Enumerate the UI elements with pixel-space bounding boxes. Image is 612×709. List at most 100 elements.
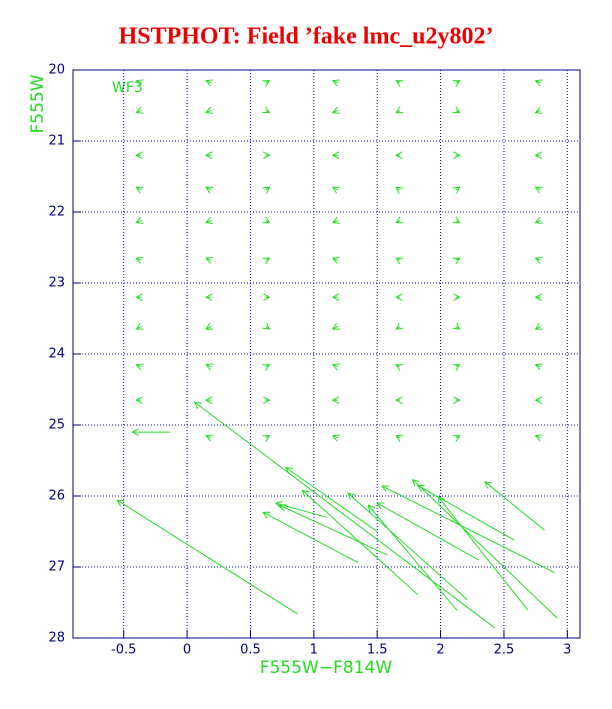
arrow: [395, 435, 404, 442]
arrow: [381, 485, 555, 574]
arrow: [331, 79, 340, 87]
x-tick-label: 3: [563, 643, 571, 658]
arrow: [534, 322, 543, 330]
x-tick-label: 2.5: [494, 643, 515, 658]
arrow: [331, 106, 340, 114]
x-tick-label: -0.5: [111, 643, 136, 658]
arrow: [534, 186, 543, 194]
arrow: [205, 363, 214, 371]
arrow: [452, 435, 461, 442]
y-tick-label: 21: [48, 134, 65, 149]
arrow: [263, 293, 271, 301]
arrow: [135, 79, 144, 87]
arrow: [205, 293, 213, 301]
arrow: [452, 186, 461, 194]
arrow: [395, 322, 404, 330]
arrow: [262, 186, 271, 194]
arrow: [205, 151, 213, 159]
arrow: [452, 106, 461, 114]
arrow: [453, 396, 461, 404]
y-tick-label: 24: [48, 347, 65, 362]
arrow: [205, 322, 214, 330]
arrow: [205, 216, 214, 224]
arrow: [416, 484, 515, 541]
arrow: [262, 80, 271, 87]
arrow: [453, 151, 461, 159]
arrow: [262, 322, 271, 330]
arrow: [205, 106, 214, 114]
x-tick-label: 0: [183, 643, 191, 658]
y-tick-label: 20: [48, 63, 65, 78]
y-tick-label: 26: [48, 489, 65, 504]
x-tick-label: 0.5: [240, 643, 261, 658]
arrow: [331, 256, 340, 264]
arrow: [534, 106, 543, 114]
annotation: WF3: [112, 80, 143, 96]
chart-title: HSTPHOT: Field ’fake lmc_u2y802’: [119, 24, 494, 50]
arrow: [205, 434, 214, 442]
arrow: [262, 511, 359, 564]
arrow: [453, 293, 461, 301]
x-tick-label: 2: [436, 643, 444, 658]
x-tick-label: 1.5: [367, 643, 388, 658]
arrow: [347, 492, 468, 601]
arrow: [135, 186, 144, 194]
arrow: [331, 151, 340, 159]
arrow: [411, 478, 558, 619]
arrow: [534, 151, 543, 159]
arrow: [395, 151, 403, 159]
arrow: [484, 481, 545, 531]
arrow: [135, 106, 144, 114]
arrow: [205, 256, 214, 264]
y-tick-label: 22: [48, 205, 65, 220]
arrow: [262, 364, 271, 371]
y-tick-label: 27: [48, 560, 65, 575]
y-tick-label: 28: [48, 631, 65, 646]
arrow: [367, 504, 458, 611]
arrow: [395, 396, 403, 404]
arrow: [262, 257, 271, 265]
arrow: [534, 434, 543, 442]
arrow: [205, 186, 214, 194]
arrow: [395, 106, 404, 114]
x-axis-label: F555W−F814W: [260, 658, 393, 678]
arrow: [116, 499, 298, 615]
arrow: [452, 322, 461, 330]
arrow: [376, 502, 479, 561]
arrow: [331, 186, 340, 194]
x-tick-label: 1: [310, 643, 318, 658]
arrow: [278, 504, 388, 556]
arrow: [331, 363, 340, 371]
arrow: [135, 216, 144, 224]
y-axis-label: F555W: [28, 74, 48, 133]
arrow: [331, 216, 340, 224]
arrow: [262, 435, 271, 442]
arrow: [205, 396, 213, 404]
arrow: [263, 396, 271, 404]
y-tick-label: 23: [48, 276, 65, 291]
arrow: [452, 216, 461, 224]
arrow: [395, 364, 404, 371]
arrow: [534, 293, 543, 301]
arrow: [193, 401, 496, 629]
arrow: [395, 80, 404, 87]
arrow: [395, 257, 404, 265]
y-tick-label: 25: [48, 418, 65, 433]
arrow: [534, 216, 543, 224]
arrow: [452, 257, 461, 265]
arrow: [135, 396, 143, 404]
arrow: [395, 216, 404, 224]
arrow: [262, 106, 271, 114]
arrow: [395, 186, 404, 194]
arrow: [135, 322, 144, 330]
arrow: [135, 363, 144, 371]
arrow: [205, 79, 214, 87]
arrow: [263, 151, 271, 159]
arrow: [274, 501, 327, 518]
arrow: [534, 363, 543, 371]
arrow: [452, 364, 461, 371]
arrow: [285, 467, 378, 532]
arrow: [131, 428, 171, 436]
arrow: [395, 293, 403, 301]
